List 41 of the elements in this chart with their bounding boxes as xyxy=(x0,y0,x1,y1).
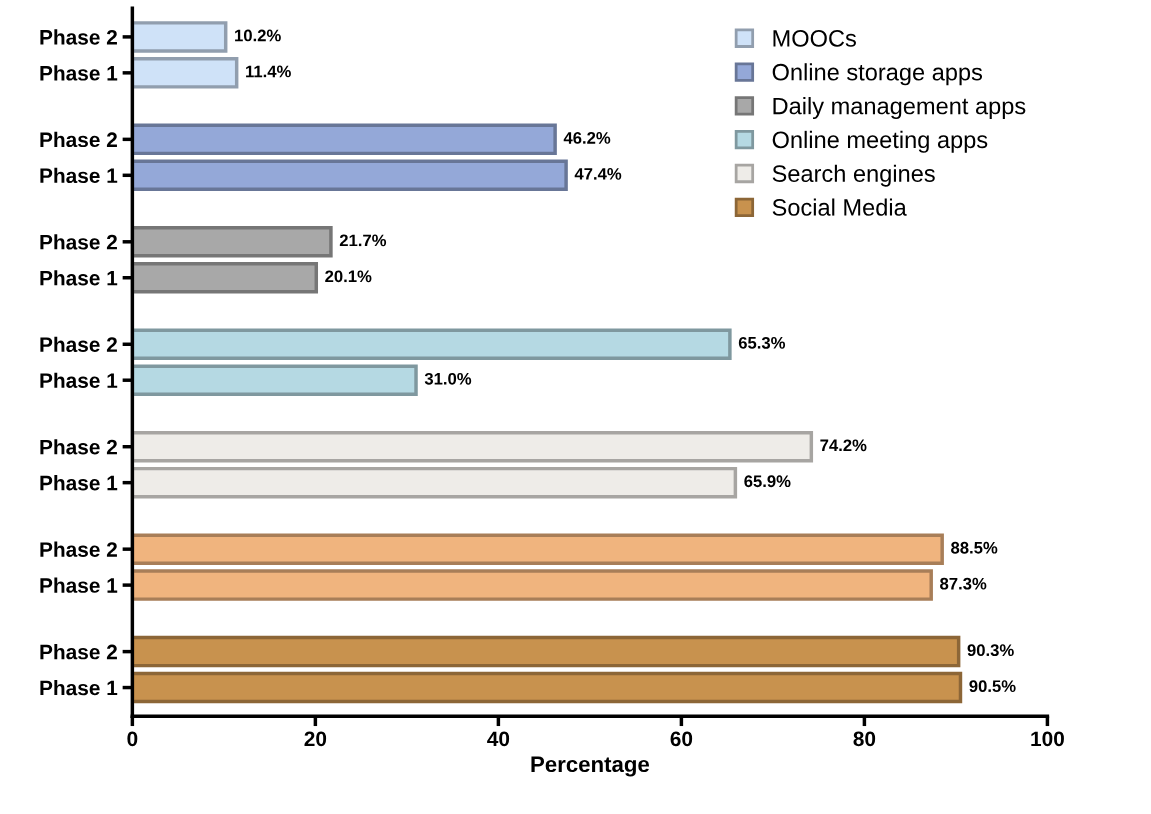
data-label: 65.9% xyxy=(744,475,791,488)
data-label: 90.3% xyxy=(967,644,1014,657)
y-tick-label: Phase 1 xyxy=(40,270,118,286)
y-tick-label: Phase 1 xyxy=(40,65,118,81)
data-label: 31.0% xyxy=(424,372,472,385)
legend-label: Online meeting apps xyxy=(772,130,988,153)
x-tick-label: 60 xyxy=(670,731,693,747)
y-tick-label: Phase 1 xyxy=(40,680,118,696)
data-label: 47.4% xyxy=(574,168,622,180)
y-tick-label: Phase 2 xyxy=(40,336,117,353)
y-tick-label: Phase 1 xyxy=(40,167,118,184)
data-label: 20.1% xyxy=(325,270,372,283)
x-tick-label: 40 xyxy=(487,731,510,747)
y-tick-label: Phase 1 xyxy=(40,577,118,593)
y-tick-label: Phase 2 xyxy=(40,131,117,148)
x-tick-label: 20 xyxy=(304,731,327,747)
y-tick-label: Phase 2 xyxy=(40,439,117,455)
legend-label: MOOCs xyxy=(773,30,856,47)
y-tick-label: Phase 2 xyxy=(40,234,117,250)
data-label: 65.3% xyxy=(738,336,786,349)
legend-label: Search engines xyxy=(772,164,935,187)
y-tick-label: Phase 1 xyxy=(40,372,118,388)
x-tick-label: 100 xyxy=(1031,731,1064,747)
legend-label: Online storage apps xyxy=(772,63,983,86)
data-label: 87.3% xyxy=(940,577,987,590)
data-label: 90.5% xyxy=(969,680,1016,693)
y-tick-label: Phase 2 xyxy=(40,644,117,660)
legend-label: Daily management apps xyxy=(773,97,1026,120)
data-label: 10.2% xyxy=(235,29,281,42)
x-tick-label: 80 xyxy=(853,731,876,747)
x-axis-title: Percentage xyxy=(531,756,650,777)
data-label: 88.5% xyxy=(951,541,998,554)
data-label: 74.2% xyxy=(820,439,867,452)
x-tick-label: 0 xyxy=(127,731,138,747)
y-tick-label: Phase 2 xyxy=(40,541,117,557)
y-tick-label: Phase 2 xyxy=(40,29,117,45)
data-label: 46.2% xyxy=(563,132,611,144)
data-label: 11.4% xyxy=(246,65,291,78)
data-label: 21.7% xyxy=(339,234,387,247)
legend-label: Social Media xyxy=(772,198,907,216)
y-tick-label: Phase 1 xyxy=(40,475,118,491)
